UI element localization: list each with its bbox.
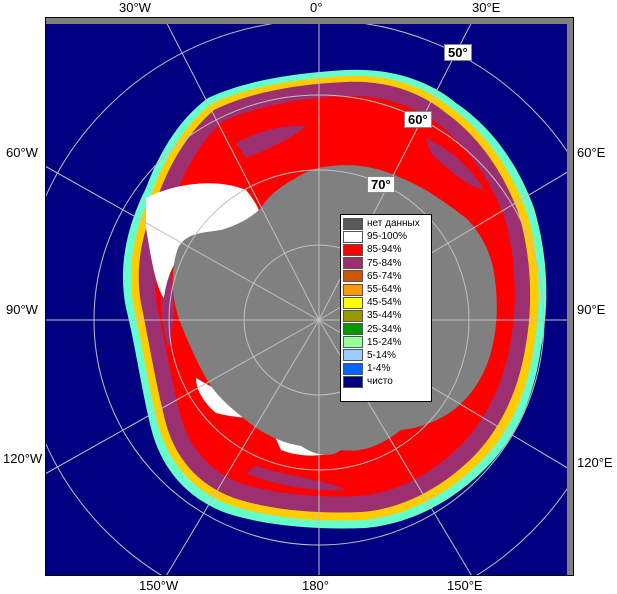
lon-label-120w: 120°W <box>3 451 43 466</box>
legend-label: 75-84% <box>367 257 402 269</box>
legend-label: 65-74% <box>367 270 402 282</box>
legend-label: 35-44% <box>367 310 402 322</box>
legend-swatch <box>343 283 363 296</box>
lat-label-50: 50° <box>444 44 472 61</box>
legend-swatch <box>343 375 363 388</box>
legend-swatch <box>343 309 363 322</box>
legend-swatch <box>343 349 363 362</box>
lon-label-150e: 150°E <box>447 578 483 593</box>
legend-item: нет данных <box>343 217 429 230</box>
legend-label: 95-100% <box>367 231 408 243</box>
legend-label: 45-54% <box>367 297 402 309</box>
lat-label-60: 60° <box>404 111 432 128</box>
lon-label-30w: 30°W <box>119 0 151 15</box>
lon-label-60w: 60°W <box>6 145 38 160</box>
legend-item: 85-94% <box>343 243 429 256</box>
legend-item: 15-24% <box>343 336 429 349</box>
lon-label-60e: 60°E <box>577 145 606 160</box>
legend-swatch <box>343 243 363 256</box>
legend-label: чисто <box>367 376 393 388</box>
lon-label-120e: 120°E <box>577 455 613 470</box>
legend-item: 75-84% <box>343 257 429 270</box>
legend-swatch <box>343 257 363 270</box>
lon-label-90e: 90°E <box>577 302 606 317</box>
legend-swatch <box>343 270 363 283</box>
legend-swatch <box>343 323 363 336</box>
legend-label: 55-64% <box>367 284 402 296</box>
legend-item: 1-4% <box>343 362 429 375</box>
legend-swatch <box>343 296 363 309</box>
legend-label: 5-14% <box>367 349 396 361</box>
lon-label-180: 180° <box>302 578 329 593</box>
legend-item: 55-64% <box>343 283 429 296</box>
lon-label-0: 0° <box>310 0 323 15</box>
legend-item: 25-34% <box>343 323 429 336</box>
lon-label-150w: 150°W <box>139 578 179 593</box>
legend-label: 85-94% <box>367 244 402 256</box>
legend-item: 95-100% <box>343 230 429 243</box>
lon-label-90w: 90°W <box>6 302 38 317</box>
legend-item: 65-74% <box>343 270 429 283</box>
map-frame <box>45 17 574 576</box>
legend-swatch <box>343 230 363 243</box>
lat-label-70: 70° <box>367 176 395 193</box>
legend-swatch <box>343 362 363 375</box>
legend-label: 15-24% <box>367 336 402 348</box>
legend-swatch <box>343 217 363 230</box>
legend-item: 45-54% <box>343 296 429 309</box>
lon-label-30e: 30°E <box>472 0 501 15</box>
concentration-legend: нет данных 95-100% 85-94% 75-84% 65-74% 55-64… <box>340 214 432 402</box>
legend-label: 25-34% <box>367 323 402 335</box>
sea-ice-map <box>46 18 573 575</box>
ice-patch <box>426 138 484 190</box>
legend-item: 5-14% <box>343 349 429 362</box>
legend-item: 35-44% <box>343 309 429 322</box>
legend-label: нет данных <box>367 218 420 230</box>
ice-patch <box>236 125 306 158</box>
legend-label: 1-4% <box>367 363 391 375</box>
map-border-top <box>46 18 573 24</box>
legend-swatch <box>343 336 363 349</box>
legend-item: чисто <box>343 375 429 388</box>
map-border-right <box>567 18 573 575</box>
ice-patch <box>246 466 346 491</box>
